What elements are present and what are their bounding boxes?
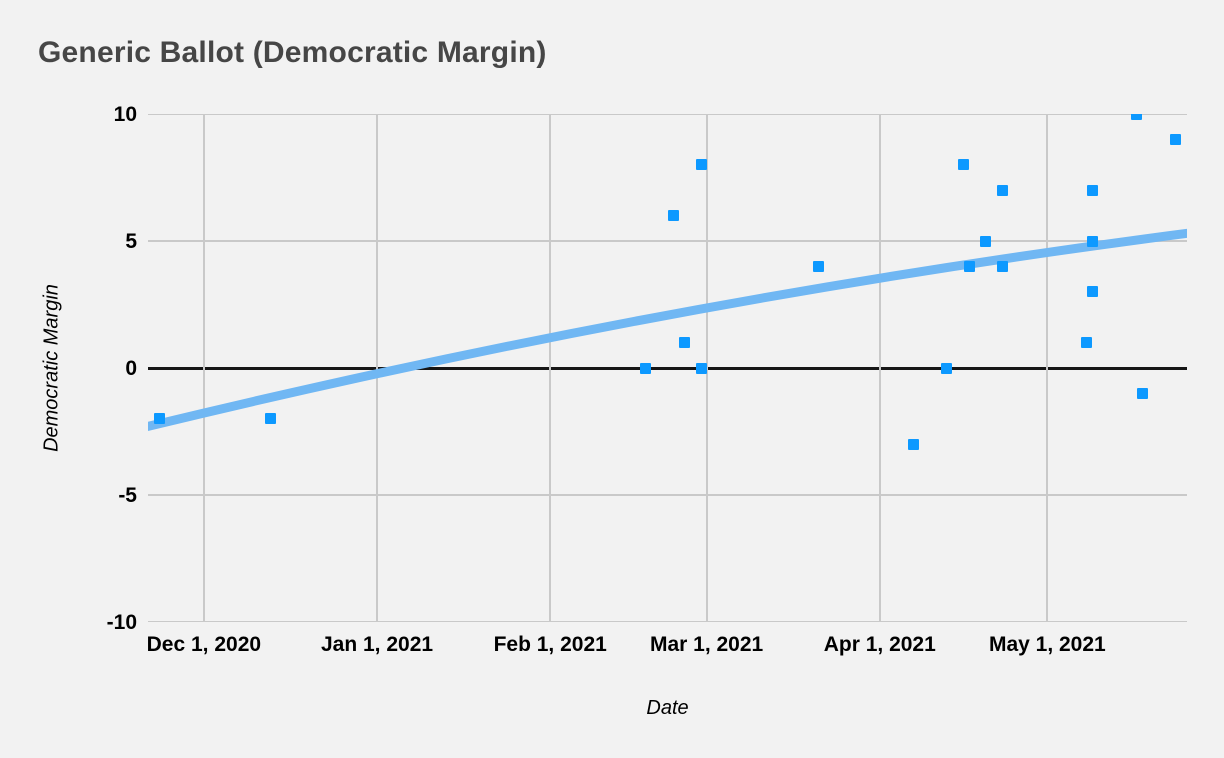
data-point[interactable] [963,260,975,272]
data-point[interactable] [997,184,1009,196]
data-point[interactable] [1131,114,1143,120]
data-point[interactable] [941,362,953,374]
trendline [148,228,1187,431]
y-tick-label: 5 [125,229,137,253]
vertical-gridline [1046,114,1049,622]
x-tick-label: Mar 1, 2021 [649,633,764,656]
data-point[interactable] [695,362,707,374]
data-point[interactable] [907,438,919,450]
x-tick-label: Apr 1, 2021 [823,633,936,656]
vertical-gridline [202,114,205,622]
data-point[interactable] [153,413,165,425]
data-point[interactable] [1086,286,1098,298]
vertical-gridline [705,114,708,622]
vertical-gridline [878,114,881,622]
vertical-gridline [376,114,379,622]
data-point[interactable] [812,260,824,272]
data-point[interactable] [1080,337,1092,349]
horizontal-gridline [148,494,1187,496]
zero-axis-line [148,366,1187,370]
x-axis-title: Date [646,697,689,719]
data-point[interactable] [265,413,277,425]
data-point[interactable] [1086,184,1098,196]
data-point[interactable] [958,159,970,171]
data-point[interactable] [1170,133,1182,145]
data-point[interactable] [980,235,992,247]
vertical-gridline [549,114,552,622]
data-point[interactable] [1086,235,1098,247]
data-point[interactable] [997,260,1009,272]
horizontal-gridline [148,240,1187,242]
data-point[interactable] [667,210,679,222]
plot-area [148,114,1187,622]
y-tick-label: -10 [106,610,137,634]
y-tick-label: -5 [118,483,137,507]
horizontal-gridline [148,114,1187,115]
data-point[interactable] [678,337,690,349]
y-tick-label: 10 [113,102,137,126]
chart-title: Generic Ballot (Democratic Margin) [38,36,547,69]
horizontal-gridline [148,621,1187,622]
x-tick-label: May 1, 2021 [988,633,1106,656]
data-point[interactable] [1136,387,1148,399]
x-tick-label: Feb 1, 2021 [493,633,607,656]
x-tick-label: Jan 1, 2021 [320,633,434,656]
y-tick-label: 0 [125,356,137,380]
x-tick-label: Dec 1, 2020 [146,633,262,656]
data-point[interactable] [639,362,651,374]
data-point[interactable] [695,159,707,171]
